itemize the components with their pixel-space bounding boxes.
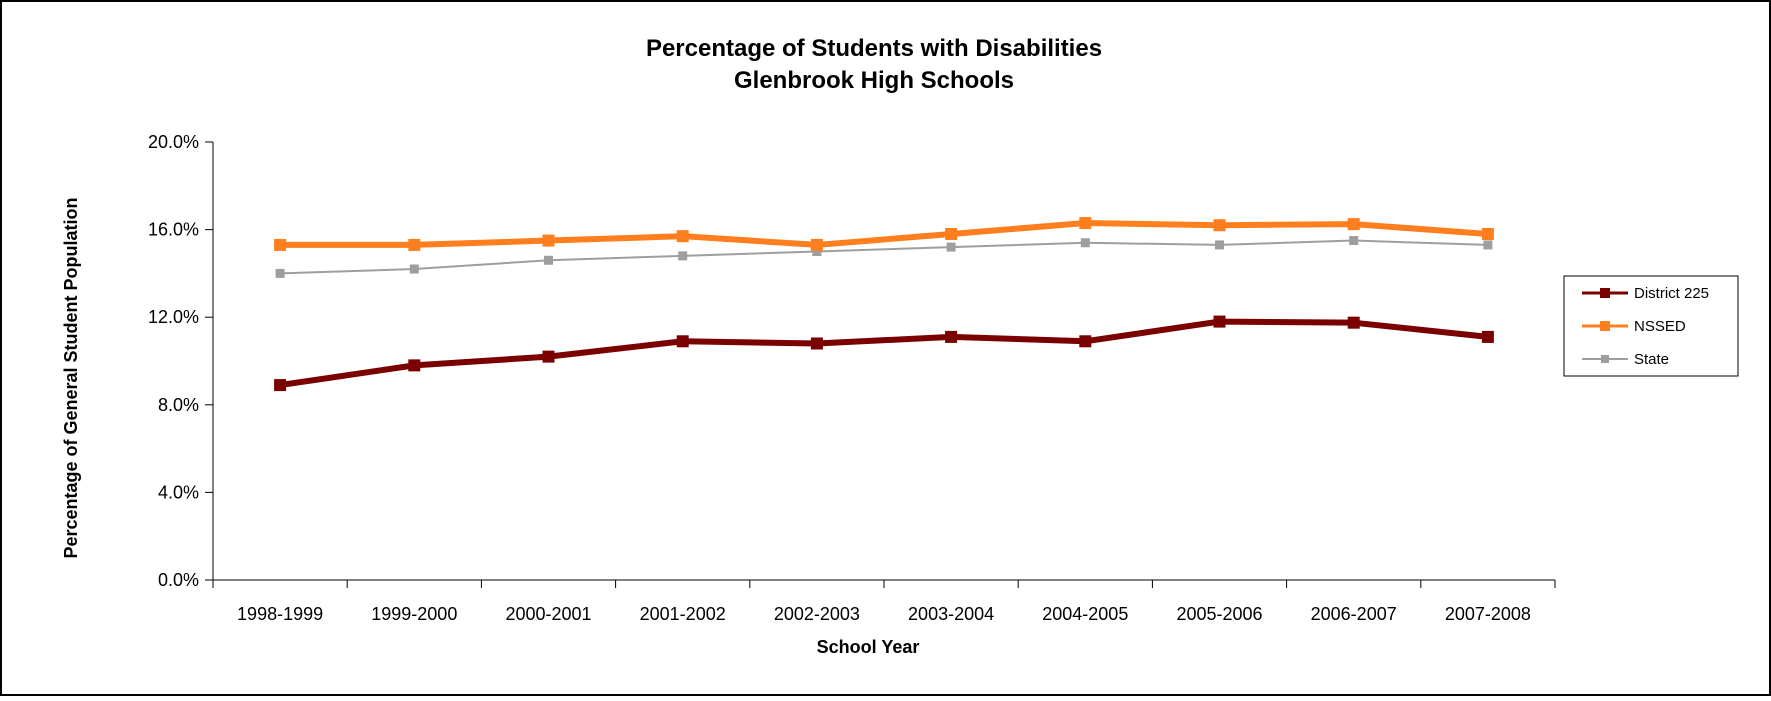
legend-item: District 225	[1582, 285, 1709, 302]
data-point	[1080, 238, 1090, 248]
x-tick-label: 2002-2003	[774, 604, 860, 624]
data-point	[1213, 219, 1226, 232]
x-tick-label: 2004-2005	[1042, 604, 1128, 624]
y-tick-label: 20.0%	[148, 132, 199, 152]
x-tick-label: 2000-2001	[505, 604, 591, 624]
series-line	[279, 318, 1489, 389]
y-tick-label: 0.0%	[158, 570, 199, 590]
x-tick-label: 2006-2007	[1311, 604, 1397, 624]
data-point	[1079, 335, 1092, 348]
data-point	[274, 379, 287, 392]
series-line	[280, 239, 1488, 275]
data-point	[542, 350, 555, 363]
data-point	[676, 335, 689, 348]
x-tick-label: 2007-2008	[1445, 604, 1531, 624]
x-tick-label: 2003-2004	[908, 604, 994, 624]
y-tick-label: 4.0%	[158, 482, 199, 502]
y-tick-label: 16.0%	[148, 220, 199, 240]
data-point	[1213, 315, 1226, 328]
data-point	[409, 264, 419, 274]
legend-swatch-marker	[1601, 355, 1609, 363]
data-point	[542, 234, 555, 247]
data-point	[812, 247, 822, 256]
data-point	[1215, 240, 1224, 250]
series-nssed	[274, 217, 1494, 251]
legend: District 225 NSSED State	[1563, 275, 1739, 377]
data-point	[1347, 218, 1360, 231]
data-point	[274, 238, 287, 251]
data-point	[1347, 316, 1360, 329]
legend-item: State	[1582, 351, 1669, 368]
data-point	[544, 255, 553, 265]
data-point	[1079, 217, 1092, 230]
data-point	[945, 330, 958, 343]
legend-label: NSSED	[1634, 318, 1686, 335]
x-tick-label: 2005-2006	[1176, 604, 1262, 624]
y-axis-title: Percentage of General Student Population	[61, 197, 81, 558]
data-point	[810, 337, 823, 350]
data-point	[946, 242, 956, 252]
x-axis-title: School Year	[817, 637, 920, 657]
axes: 0.0% 4.0% 8.0% 12.0% 16.0% 20.0% 1998-1999 1999…	[148, 132, 1556, 624]
legend-label: State	[1634, 351, 1669, 368]
chart-subtitle: Glenbrook High Schools	[734, 67, 1014, 94]
data-point	[275, 268, 285, 278]
data-point	[1481, 227, 1494, 240]
legend-label: District 225	[1634, 285, 1709, 302]
data-point	[408, 359, 421, 372]
data-point	[810, 238, 823, 251]
data-point	[1483, 240, 1493, 250]
chart-title: Percentage of Students with Disabilities	[646, 35, 1102, 62]
x-tick-label: 1999-2000	[371, 604, 457, 624]
data-point	[678, 251, 688, 261]
data-point	[1481, 330, 1494, 343]
data-point	[1349, 236, 1359, 246]
x-tick-label: 1998-1999	[237, 604, 323, 624]
data-point	[408, 238, 421, 251]
series-district-225	[274, 315, 1494, 392]
legend-swatch-marker	[1600, 288, 1610, 298]
y-tick-label: 8.0%	[158, 395, 199, 415]
legend-item: NSSED	[1582, 318, 1686, 335]
data-point	[945, 227, 958, 240]
legend-swatch-marker	[1600, 321, 1610, 331]
y-tick-label: 12.0%	[148, 307, 199, 327]
x-tick-label: 2001-2002	[640, 604, 726, 624]
series-state	[275, 236, 1493, 278]
series-line	[280, 220, 1489, 248]
legend-entries: District 225 NSSED State	[1582, 285, 1709, 368]
data-point	[676, 230, 689, 243]
series-layer	[274, 217, 1494, 392]
